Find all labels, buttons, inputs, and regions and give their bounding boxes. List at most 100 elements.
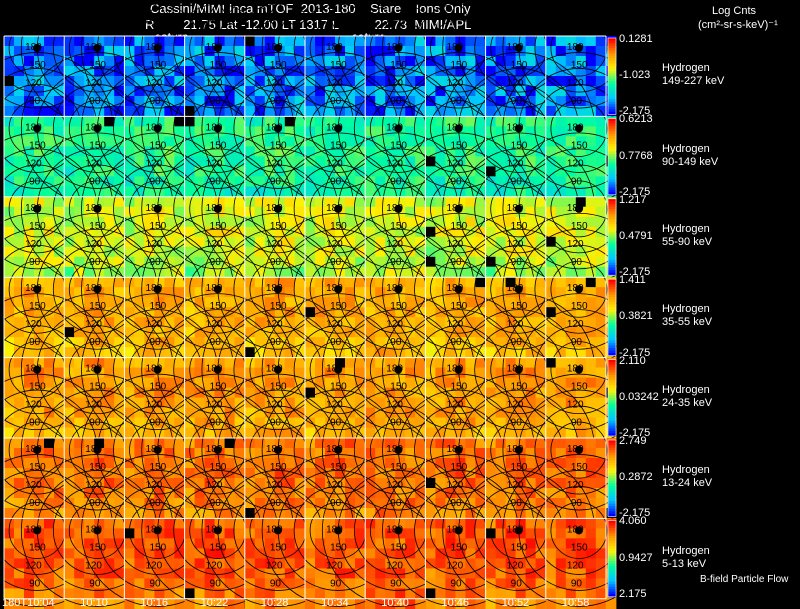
heatmap-pixel (24, 518, 35, 529)
heatmap-pixel (375, 528, 386, 539)
heatmap-pixel (34, 86, 45, 97)
heatmap-pixel (385, 478, 396, 489)
heatmap-pixel (405, 206, 416, 218)
heatmap-pixel (164, 478, 175, 489)
pixel-gap (305, 307, 315, 318)
heatmap-pixel (355, 448, 366, 459)
heatmap-pixel (274, 297, 286, 308)
heatmap-pixel (475, 206, 486, 218)
heatmap-pixel (395, 498, 406, 509)
contour-label: 120 (266, 480, 283, 491)
heatmap-pixel (294, 146, 306, 157)
heatmap-pixel (94, 236, 105, 248)
heatmap-pixel (144, 36, 155, 47)
heatmap-pixel (405, 568, 416, 579)
heatmap-pixel (465, 86, 476, 97)
heatmap-pixel (264, 297, 276, 308)
heatmap-pixel (555, 106, 567, 117)
heatmap-pixel (585, 508, 597, 519)
heatmap-pixel (234, 277, 246, 288)
heatmap-pixel (244, 236, 256, 248)
heatmap-pixel (345, 327, 356, 338)
heatmap-pixel (104, 387, 115, 399)
heatmap-pixel (515, 438, 527, 449)
heatmap-pixel (174, 287, 185, 298)
heatmap-pixel (355, 488, 366, 499)
heatmap-pixel (34, 327, 45, 338)
heatmap-pixel (395, 246, 406, 258)
heatmap-pixel (445, 367, 456, 379)
heatmap-pixel (325, 236, 336, 248)
heatmap-pixel (34, 56, 45, 67)
heatmap-pixel (525, 86, 537, 97)
heatmap-pixel (264, 216, 276, 228)
contour-label: 150 (511, 60, 528, 71)
contour-label: 120 (446, 239, 463, 250)
heatmap-pixel (4, 36, 15, 47)
heatmap-pixel (535, 518, 547, 529)
heatmap-pixel (164, 327, 175, 338)
heatmap-pixel (335, 226, 346, 238)
heatmap-pixel (595, 226, 607, 238)
heatmap-pixel (375, 266, 386, 278)
contour-label: 180 (266, 203, 283, 214)
heatmap-pixel (214, 66, 226, 77)
contour-label: 90 (89, 498, 101, 509)
heatmap-pixel (475, 498, 486, 509)
heatmap-pixel (545, 468, 557, 479)
heatmap-pixel (234, 448, 246, 459)
heatmap-pixel (455, 277, 466, 288)
heatmap-pixel (555, 166, 567, 177)
heatmap-pixel (14, 548, 25, 559)
heatmap-pixel (64, 558, 75, 569)
heatmap-pixel (505, 478, 517, 489)
heatmap-pixel (315, 598, 326, 609)
heatmap-pixel (335, 246, 346, 258)
heatmap-pixel (84, 317, 95, 328)
heatmap-pixel (134, 488, 145, 499)
heatmap-pixel (174, 468, 185, 479)
heatmap-pixel (575, 438, 587, 449)
heatmap-pixel (525, 106, 537, 117)
contour-label: 180 (25, 524, 42, 535)
heatmap-pixel (224, 488, 236, 499)
contour-label: 90 (511, 257, 523, 268)
heatmap-pixel (14, 36, 25, 47)
contour-label: 150 (390, 140, 407, 151)
heatmap-pixel (435, 377, 446, 389)
heatmap-pixel (405, 498, 416, 509)
heatmap-pixel (104, 106, 115, 117)
heatmap-pixel (505, 548, 517, 559)
heatmap-pixel (555, 56, 567, 67)
heatmap-pixel (74, 116, 85, 127)
heatmap-pixel (495, 337, 507, 348)
heatmap-pixel (254, 76, 266, 87)
heatmap-pixel (274, 317, 286, 328)
heatmap-pixel (24, 478, 35, 489)
heatmap-pixel (74, 508, 85, 519)
heatmap-pixel (555, 478, 567, 489)
heatmap-pixel (545, 106, 557, 117)
heatmap-pixel (174, 146, 185, 157)
heatmap-pixel (104, 176, 115, 187)
heatmap-pixel (585, 417, 597, 429)
heatmap-pixel (54, 518, 65, 529)
heatmap-pixel (365, 277, 376, 288)
heatmap-pixel (555, 317, 567, 328)
heatmap-pixel (315, 337, 326, 348)
heatmap-pixel (84, 236, 95, 248)
contour-label: 90 (511, 96, 523, 107)
heatmap-pixel (405, 287, 416, 298)
heatmap-pixel (465, 307, 476, 318)
heatmap-pixel (234, 56, 246, 67)
heatmap-pixel (455, 116, 466, 127)
heatmap-pixel (455, 36, 466, 47)
heatmap-pixel (224, 347, 236, 358)
heatmap-pixel (515, 498, 527, 509)
heatmap-pixel (274, 156, 286, 167)
heatmap-pixel (465, 76, 476, 87)
heatmap-pixel (415, 176, 426, 187)
heatmap-pixel (254, 86, 266, 97)
heatmap-pixel (244, 538, 256, 549)
heatmap-pixel (465, 357, 476, 369)
